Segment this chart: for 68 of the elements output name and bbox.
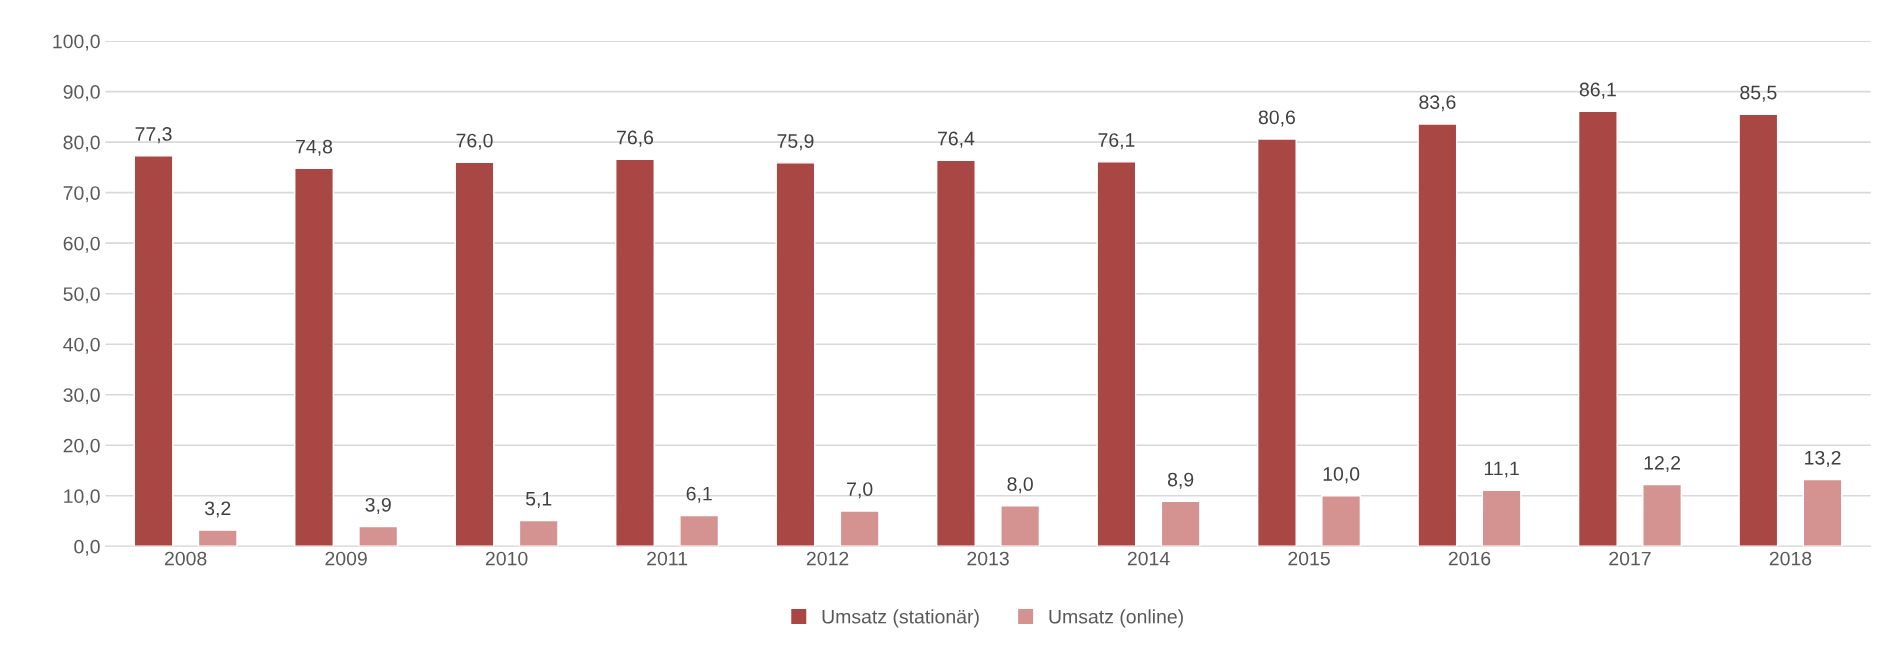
y-tick-label: 90,0 <box>63 85 100 102</box>
y-tick-label: 100,0 <box>53 34 100 51</box>
data-label: 3,2 <box>204 501 231 518</box>
legend-label: Umsatz (stationär) <box>822 609 979 628</box>
data-label: 74,8 <box>296 139 333 156</box>
bar <box>679 514 720 547</box>
data-label: 76,4 <box>938 131 975 148</box>
data-label: 76,1 <box>1098 133 1135 150</box>
x-tick-label: 2010 <box>485 551 528 566</box>
bar <box>1802 478 1843 547</box>
x-tick-label: 2018 <box>1769 551 1812 566</box>
data-label: 86,1 <box>1579 82 1616 99</box>
bar <box>133 155 174 547</box>
data-label: 76,0 <box>456 133 493 150</box>
bar <box>1642 483 1683 547</box>
data-label: 85,5 <box>1740 85 1777 102</box>
x-tick-label: 2014 <box>1127 551 1170 566</box>
y-tick-label: 70,0 <box>63 186 100 203</box>
x-tick-label: 2012 <box>806 551 849 566</box>
x-tick-label: 2008 <box>164 551 207 566</box>
x-tick-label: 2016 <box>1448 551 1491 566</box>
y-tick-label: 40,0 <box>63 337 100 354</box>
bar <box>775 162 816 547</box>
data-label: 77,3 <box>135 127 172 144</box>
bar <box>615 158 655 547</box>
bar <box>1577 110 1618 547</box>
x-tick-label: 2017 <box>1609 551 1651 566</box>
bar <box>1000 505 1041 547</box>
data-label: 80,6 <box>1258 110 1295 127</box>
bar <box>1096 161 1137 547</box>
y-tick-label: 60,0 <box>63 236 100 253</box>
y-tick-label: 20,0 <box>63 438 100 455</box>
bar <box>518 519 559 547</box>
bar <box>197 529 238 547</box>
data-label: 8,9 <box>1167 472 1194 489</box>
y-tick-label: 0,0 <box>74 539 100 556</box>
x-tick-label: 2009 <box>325 551 367 566</box>
data-label: 5,1 <box>525 492 552 508</box>
y-tick-label: 10,0 <box>64 489 100 506</box>
data-label: 7,0 <box>847 482 873 499</box>
x-tick-label: 2015 <box>1288 551 1330 566</box>
data-label: 83,6 <box>1419 95 1456 112</box>
data-label: 75,9 <box>777 134 814 151</box>
legend-label: Umsatz (online) <box>1049 609 1183 628</box>
bar <box>1256 138 1297 547</box>
bar <box>294 167 334 547</box>
bar <box>1481 489 1522 547</box>
data-label: 8,0 <box>1007 477 1033 494</box>
bar <box>839 510 880 547</box>
bar <box>1321 495 1362 547</box>
data-label: 3,9 <box>365 497 391 514</box>
bar <box>358 525 399 547</box>
data-label: 12,2 <box>1644 455 1681 473</box>
data-label: 76,6 <box>617 130 654 147</box>
bar <box>1417 123 1458 547</box>
data-label: 13,2 <box>1805 450 1841 467</box>
x-tick-label: 2011 <box>647 551 688 566</box>
y-tick-label: 80,0 <box>63 135 100 152</box>
bar <box>1160 500 1201 547</box>
y-tick-label: 30,0 <box>63 388 100 405</box>
bar <box>936 159 976 547</box>
bar <box>1738 113 1779 547</box>
data-label: 10,0 <box>1323 467 1360 484</box>
data-label: 11,1 <box>1484 461 1519 478</box>
y-tick-label: 50,0 <box>63 287 100 304</box>
bar <box>454 161 495 547</box>
x-tick-label: 2013 <box>967 551 1009 566</box>
data-label: 6,1 <box>686 486 712 503</box>
